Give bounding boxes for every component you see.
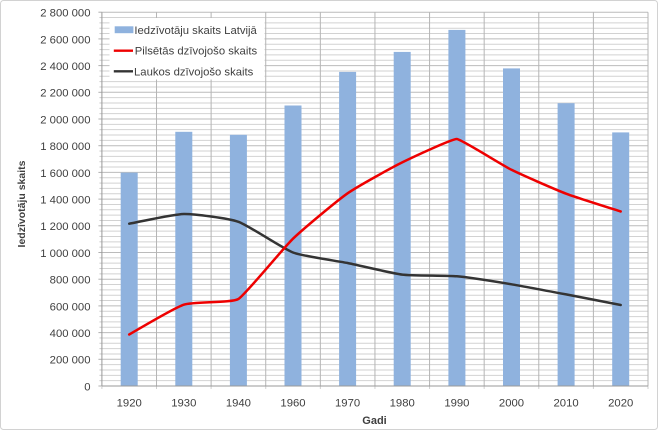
- svg-text:1960: 1960: [280, 398, 305, 410]
- svg-text:1 200 000: 1 200 000: [40, 221, 90, 233]
- svg-text:1970: 1970: [335, 398, 360, 410]
- svg-text:0: 0: [84, 381, 90, 393]
- svg-text:1990: 1990: [444, 398, 469, 410]
- svg-text:1940: 1940: [226, 398, 251, 410]
- svg-text:1980: 1980: [390, 398, 415, 410]
- svg-text:1930: 1930: [171, 398, 196, 410]
- svg-text:2 000 000: 2 000 000: [40, 114, 90, 126]
- svg-text:Laukos dzīvojošo skaits: Laukos dzīvojošo skaits: [134, 66, 254, 78]
- svg-text:2 400 000: 2 400 000: [40, 61, 90, 73]
- svg-text:1 000 000: 1 000 000: [40, 248, 90, 260]
- svg-text:Iedzīvotāju skaits: Iedzīvotāju skaits: [16, 160, 28, 247]
- svg-text:800 000: 800 000: [50, 275, 91, 287]
- svg-text:Iedzīvotāju skaits Latvijā: Iedzīvotāju skaits Latvijā: [134, 25, 257, 37]
- svg-text:400 000: 400 000: [50, 328, 91, 340]
- svg-text:1 800 000: 1 800 000: [40, 141, 90, 153]
- svg-text:1 400 000: 1 400 000: [40, 195, 90, 207]
- svg-text:Gadi: Gadi: [362, 415, 386, 427]
- svg-text:2000: 2000: [499, 398, 524, 410]
- svg-text:1920: 1920: [117, 398, 142, 410]
- svg-text:600 000: 600 000: [50, 301, 91, 313]
- svg-text:2 600 000: 2 600 000: [40, 34, 90, 46]
- svg-text:1 600 000: 1 600 000: [40, 168, 90, 180]
- svg-text:Pilsētās dzīvojošo skaits: Pilsētās dzīvojošo skaits: [135, 46, 258, 58]
- svg-text:2020: 2020: [608, 398, 633, 410]
- svg-text:2 800 000: 2 800 000: [40, 8, 90, 20]
- svg-text:2010: 2010: [554, 398, 579, 410]
- svg-text:2 200 000: 2 200 000: [40, 88, 90, 100]
- svg-text:200 000: 200 000: [50, 355, 91, 367]
